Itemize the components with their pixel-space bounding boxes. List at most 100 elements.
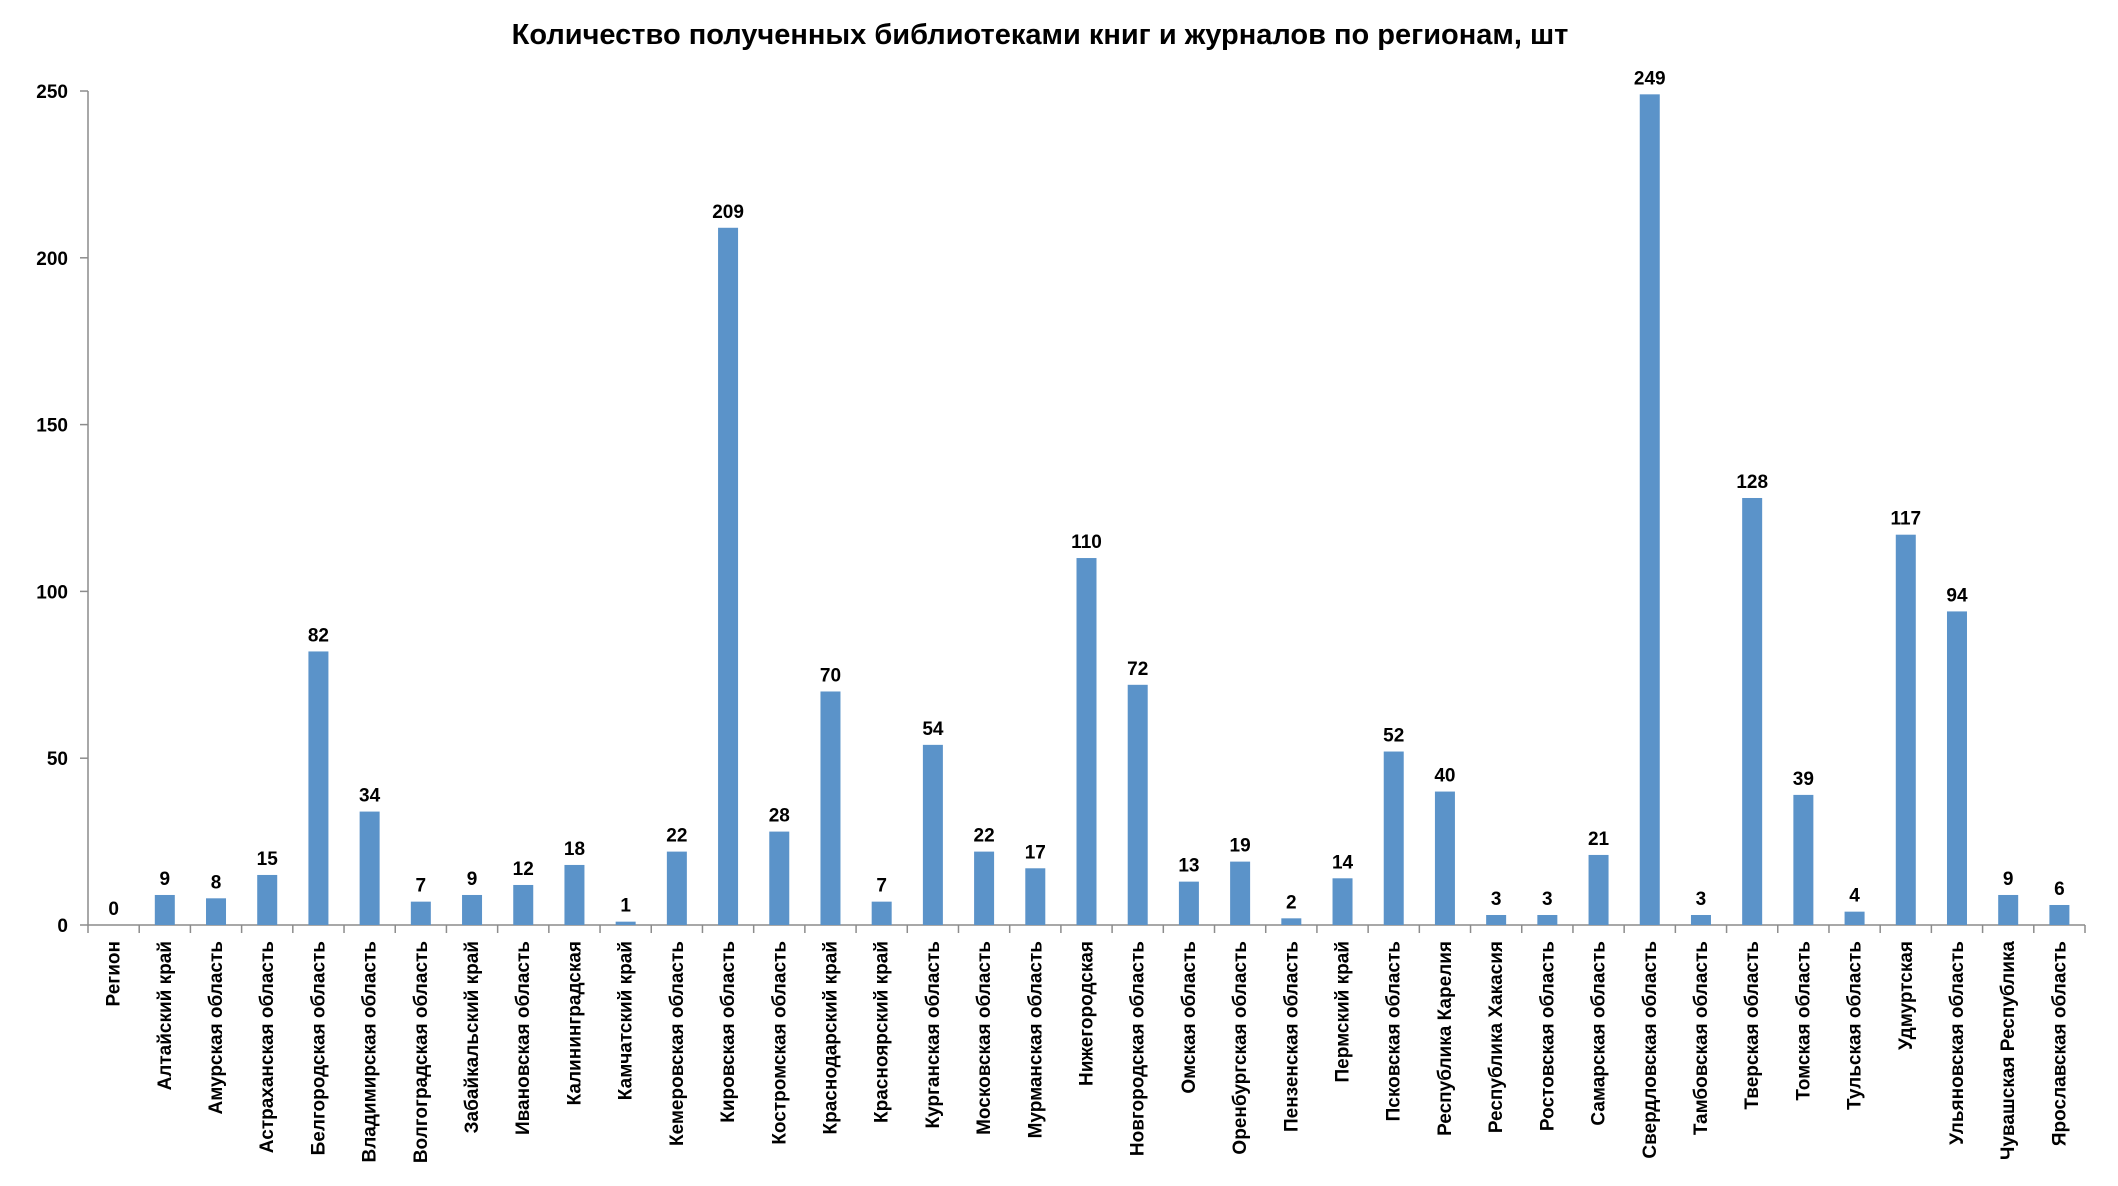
bar <box>308 651 329 925</box>
category-label: Тульская область <box>1845 941 1866 1110</box>
data-label: 3 <box>1491 889 1502 910</box>
y-tick-label: 50 <box>47 749 68 770</box>
category-label: Курганская область <box>923 941 944 1129</box>
category-label: Астраханская область <box>257 941 278 1153</box>
data-label: 18 <box>564 839 585 860</box>
category-label: Ульяновская область <box>1947 941 1968 1145</box>
category-label: Свердловская область <box>1640 941 1661 1159</box>
bar <box>1076 558 1097 925</box>
category-label: Калининградская <box>564 941 585 1105</box>
bar <box>1895 534 1916 925</box>
bar <box>513 884 534 925</box>
bar <box>922 744 943 925</box>
data-label: 19 <box>1230 836 1251 857</box>
bar <box>1230 861 1251 925</box>
data-label: 22 <box>666 826 687 847</box>
bar <box>154 894 175 925</box>
data-label: 209 <box>712 202 744 223</box>
bar <box>1537 914 1558 925</box>
data-label: 8 <box>211 872 222 893</box>
category-label: Мурманская область <box>1025 941 1046 1138</box>
bar <box>1690 914 1711 925</box>
data-label: 13 <box>1178 856 1199 877</box>
data-label: 52 <box>1383 726 1404 747</box>
bar <box>615 921 636 925</box>
bar <box>257 874 278 925</box>
category-label: Ростовская область <box>1537 941 1558 1131</box>
bar <box>1998 894 2019 925</box>
data-label: 4 <box>1849 886 1860 907</box>
category-label: Кировская область <box>718 941 739 1123</box>
data-label: 128 <box>1736 472 1768 493</box>
bar <box>1178 881 1199 925</box>
data-label: 34 <box>359 786 381 807</box>
data-label: 54 <box>922 719 944 740</box>
bar <box>206 898 227 925</box>
data-label: 94 <box>1946 585 1968 606</box>
data-label: 9 <box>467 869 478 890</box>
bar <box>1588 854 1609 925</box>
data-label: 110 <box>1071 532 1102 553</box>
y-axis: 0 50 100 150 200 250 <box>36 82 89 937</box>
bar <box>1281 918 1302 925</box>
category-label: Псковская область <box>1384 941 1405 1121</box>
bar <box>1742 497 1763 925</box>
bars <box>154 94 2070 925</box>
category-label: Амурская область <box>206 941 227 1115</box>
category-label: Владимирская область <box>360 941 381 1163</box>
y-tick-label: 150 <box>36 416 68 437</box>
category-label: Волгоградская область <box>411 941 432 1163</box>
data-label: 22 <box>974 826 995 847</box>
data-label: 14 <box>1332 852 1354 873</box>
bar <box>1383 751 1404 925</box>
y-tick-label: 100 <box>36 582 68 603</box>
data-label: 7 <box>416 876 427 897</box>
category-label: Пермский край <box>1333 941 1354 1082</box>
bar <box>564 864 585 925</box>
data-label: 40 <box>1434 766 1455 787</box>
data-label: 3 <box>1542 889 1553 910</box>
category-label: Московская область <box>974 941 995 1135</box>
data-label: 249 <box>1634 68 1666 89</box>
data-label: 28 <box>769 806 790 827</box>
bar <box>359 811 380 925</box>
data-label: 82 <box>308 625 329 646</box>
bar <box>974 851 995 925</box>
bar <box>1332 878 1353 925</box>
bar <box>718 227 739 925</box>
y-tick-label: 250 <box>36 82 68 103</box>
data-label: 7 <box>876 876 887 897</box>
data-label: 0 <box>108 899 119 920</box>
data-label: 15 <box>257 849 279 870</box>
data-label: 6 <box>2054 879 2065 900</box>
category-label: Ярославская область <box>2049 941 2070 1146</box>
category-label: Республика Карелия <box>1435 941 1456 1136</box>
category-label: Чувашская Республика <box>1998 941 2019 1160</box>
bar <box>1844 911 1865 925</box>
category-label: Оренбургская область <box>1230 941 1251 1155</box>
bar <box>1434 791 1455 925</box>
data-label: 17 <box>1025 842 1046 863</box>
category-labels: Регион Алтайский край Амурская область Астр… <box>104 941 2071 1164</box>
category-label: Белгородская область <box>308 941 329 1155</box>
bar <box>410 901 431 925</box>
category-label: Омская область <box>1179 941 1200 1094</box>
bar <box>1639 94 1660 925</box>
category-label: Кемеровская область <box>667 941 688 1146</box>
y-tick-label: 0 <box>57 916 68 937</box>
data-label: 9 <box>160 869 171 890</box>
chart-title: Количество полученных библиотеками книг … <box>512 19 1569 51</box>
data-label: 39 <box>1793 769 1814 790</box>
bar <box>871 901 892 925</box>
data-label: 70 <box>820 665 841 686</box>
bar <box>1127 684 1148 925</box>
data-label: 3 <box>1696 889 1707 910</box>
category-label: Забайкальский край <box>462 941 483 1133</box>
y-tick-label: 200 <box>36 249 68 270</box>
category-label: Камчатский край <box>616 941 637 1100</box>
category-label: Нижегородская <box>1077 941 1098 1086</box>
bar <box>1946 611 1967 925</box>
